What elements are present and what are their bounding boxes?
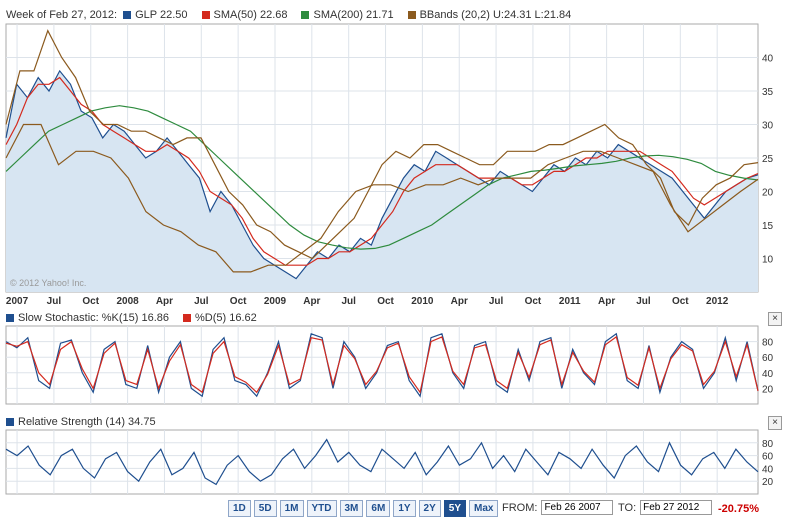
y-tick-label: 40 [762, 54, 774, 65]
range-button-6m[interactable]: 6M [366, 500, 391, 517]
range-button-1m[interactable]: 1M [279, 500, 304, 517]
series-line-1 [5, 76, 759, 266]
range-button-1d[interactable]: 1D [228, 500, 251, 517]
series-line-0 [5, 438, 759, 486]
x-tick-label: 2009 [264, 296, 287, 307]
legend-sma200: SMA(200) 21.71 [301, 9, 394, 21]
x-tick-label: Oct [230, 296, 247, 307]
y-tick-label: 35 [762, 87, 774, 98]
x-tick-label: Apr [451, 296, 468, 307]
from-date: FROM: [502, 500, 614, 515]
y-tick-label: 80 [762, 439, 774, 450]
legend-swatch [123, 11, 132, 19]
x-tick-label: Oct [525, 296, 542, 307]
legend-swatch [6, 314, 14, 322]
series-line-3 [5, 29, 759, 260]
pane-frame [5, 325, 759, 405]
x-tick-label: Apr [598, 296, 615, 307]
to-date-input[interactable] [640, 500, 713, 515]
from-date-input[interactable] [541, 500, 614, 515]
to-label: TO: [618, 501, 637, 514]
y-tick-label: 25 [762, 154, 774, 165]
series-line-0 [5, 69, 759, 280]
series-line-1 [5, 335, 759, 394]
y-tick-label: 20 [762, 384, 774, 395]
y-tick-label: 80 [762, 338, 774, 349]
range-button-2y[interactable]: 2Y [418, 500, 441, 517]
y-tick-label: 30 [762, 121, 774, 132]
change-percent: -20.75% [718, 503, 759, 515]
close-rsi-button[interactable]: × [768, 416, 782, 430]
legend-k: Slow Stochastic: %K(15) 16.86 [6, 312, 169, 324]
stochastic-pane: 20 40 60 80 [5, 325, 774, 405]
x-tick-label: Oct [377, 296, 394, 307]
series-area [6, 70, 758, 293]
legend-rsi: Relative Strength (14) 34.75 [6, 416, 156, 428]
x-tick-label: Jul [489, 296, 504, 307]
x-tick-label: 2007 [6, 296, 29, 307]
range-button-ytd[interactable]: YTD [306, 500, 337, 517]
stock-chart: 10 15 20 25 30 35 40 2007 Jul Oct 2008 Apr Jul Oct 200… [5, 23, 774, 495]
range-button-5y[interactable]: 5Y [443, 500, 467, 517]
y-tick-label: 60 [762, 353, 774, 364]
rsi-legend: Relative Strength (14) 34.75 [6, 416, 170, 428]
legend-swatch [6, 418, 14, 426]
x-tick-label: 2012 [706, 296, 729, 307]
legend-swatch [201, 11, 210, 19]
range-button-5d[interactable]: 5D [253, 500, 277, 517]
week-label: Week of Feb 27, 2012: [6, 9, 118, 21]
range-button-3m[interactable]: 3M [339, 500, 364, 517]
series-line-4 [5, 123, 759, 273]
range-button-max[interactable]: Max [469, 500, 499, 517]
to-date: TO: [618, 500, 713, 515]
x-tick-label: Jul [47, 296, 62, 307]
x-tick-label: Oct [672, 296, 689, 307]
y-tick-label: 15 [762, 221, 774, 232]
main-legend: Week of Feb 27, 2012: GLP 22.50 SMA(50) … [6, 8, 585, 22]
x-tick-label: Jul [636, 296, 651, 307]
series-line-2 [5, 105, 759, 250]
legend-swatch [301, 11, 310, 19]
x-tick-label: 2011 [559, 296, 581, 307]
watermark: © 2012 Yahoo! Inc. [10, 278, 86, 288]
range-selector: 1D 5D 1M YTD 3M 6M 1Y 2Y 5Y Max [228, 500, 499, 517]
y-tick-label: 10 [762, 255, 774, 266]
y-tick-label: 40 [762, 464, 774, 475]
y-tick-label: 60 [762, 452, 774, 463]
close-stochastic-button[interactable]: × [768, 312, 782, 326]
y-tick-label: 40 [762, 369, 774, 380]
x-tick-label: 2008 [116, 296, 139, 307]
x-tick-label: Oct [82, 296, 99, 307]
x-tick-label: Apr [303, 296, 320, 307]
x-tick-label: Apr [156, 296, 173, 307]
x-tick-label: Jul [341, 296, 356, 307]
stochastic-legend: Slow Stochastic: %K(15) 16.86 %D(5) 16.6… [6, 312, 271, 324]
y-tick-label: 20 [762, 188, 774, 199]
from-label: FROM: [502, 501, 538, 514]
legend-sma50: SMA(50) 22.68 [201, 9, 287, 21]
price-pane: 10 15 20 25 30 35 40 2007 Jul Oct 2008 Apr Jul Oct 200… [5, 23, 774, 307]
legend-swatch [183, 314, 192, 322]
x-tick-label: Jul [194, 296, 209, 307]
legend-swatch [407, 11, 416, 19]
legend-d: %D(5) 16.62 [183, 312, 257, 324]
legend-bbands: BBands (20,2) U:24.31 L:21.84 [407, 9, 571, 21]
range-button-1y[interactable]: 1Y [393, 500, 416, 517]
pane-frame [5, 429, 759, 495]
y-tick-label: 20 [762, 477, 774, 488]
legend-glp: GLP 22.50 [123, 9, 188, 21]
x-tick-label: 2010 [411, 296, 434, 307]
